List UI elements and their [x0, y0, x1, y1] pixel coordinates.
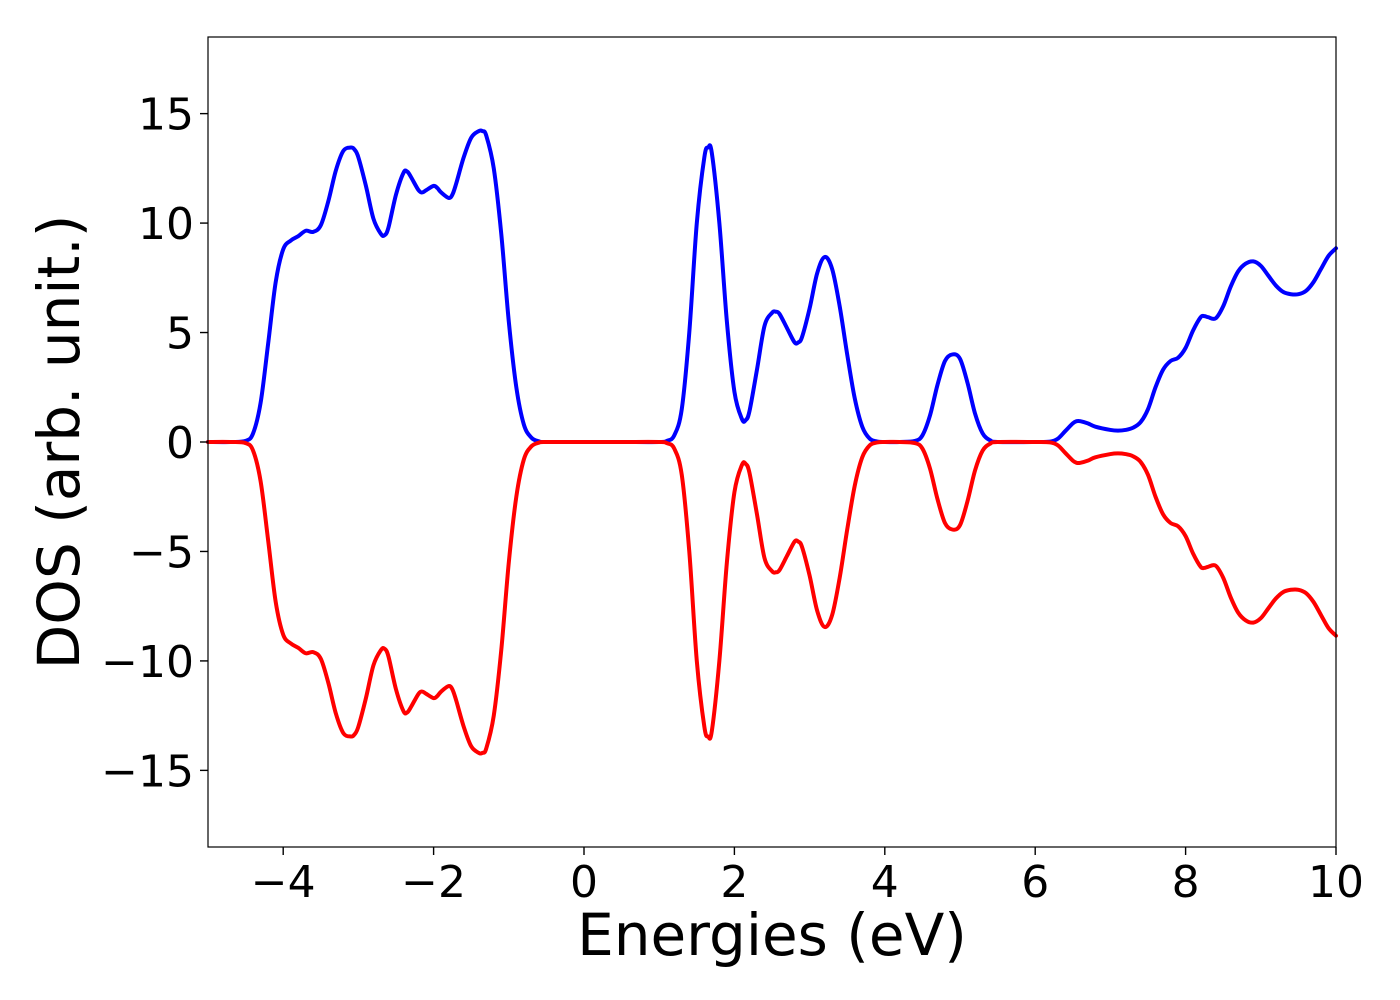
series-layer [206, 128, 1338, 756]
x-axis-label: Energies (eV) [577, 901, 967, 969]
x-tick-label: −4 [251, 857, 316, 908]
y-tick-label: −5 [129, 527, 194, 578]
plot-frame [207, 36, 1337, 848]
x-tick-label: 0 [570, 857, 598, 908]
y-tick-label: −10 [101, 637, 194, 688]
x-tick-label: 6 [1021, 857, 1049, 908]
ticks-layer: −4 −2 0 2 4 6 8 10 −15 −10 −5 0 5 10 15 [101, 90, 1364, 908]
series-line-negative [206, 439, 1338, 756]
x-tick-label: −2 [401, 857, 466, 908]
y-tick-label: 10 [138, 199, 194, 250]
x-tick-label: 8 [1172, 857, 1200, 908]
y-tick-label: 0 [166, 418, 194, 469]
y-tick-label: 5 [166, 309, 194, 360]
x-tick-label: 4 [871, 857, 899, 908]
y-tick-label: 15 [138, 90, 194, 141]
y-axis-label: DOS (arb. unit.) [25, 215, 93, 670]
x-tick-label: 2 [720, 857, 748, 908]
x-tick-label: 10 [1308, 857, 1364, 908]
series-line-positive [206, 128, 1338, 445]
y-tick-label: −15 [101, 746, 194, 797]
